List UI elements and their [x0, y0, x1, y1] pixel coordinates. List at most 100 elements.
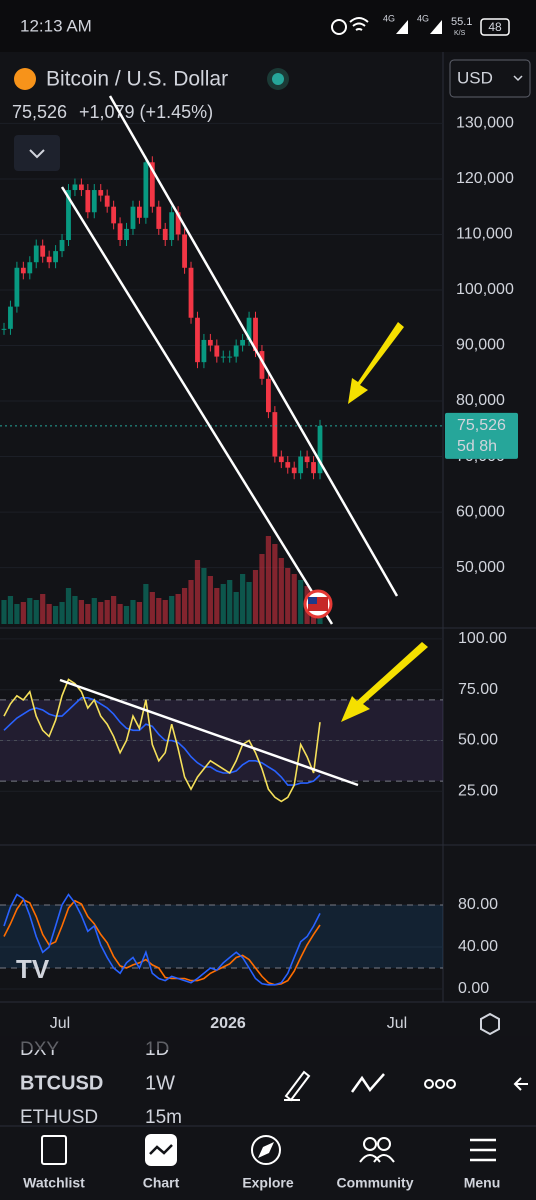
candle — [78, 184, 84, 191]
y-tick-label: 80.00 — [458, 896, 498, 913]
candle — [298, 456, 304, 474]
volume-bar — [291, 574, 297, 624]
trend-line — [59, 678, 359, 787]
nav-label[interactable]: Explore — [242, 1175, 294, 1191]
arrow — [341, 642, 428, 722]
chevron — [513, 75, 523, 82]
symbol[interactable]: BTCUSD — [20, 1072, 103, 1094]
volume-bar — [149, 592, 155, 624]
candle — [246, 317, 252, 340]
volume-bar — [220, 584, 226, 624]
interval[interactable]: 15m — [145, 1107, 182, 1128]
trend-line — [108, 95, 399, 597]
volume-bar — [298, 580, 304, 624]
settings-icon[interactable] — [480, 1012, 500, 1036]
nav-label[interactable]: Community — [337, 1175, 414, 1191]
y-tick-label: 100,000 — [456, 281, 514, 298]
volume-bar — [14, 604, 20, 624]
nav-label[interactable]: Chart — [143, 1175, 180, 1191]
candle — [240, 339, 246, 346]
volume-bar — [175, 594, 181, 624]
candle — [175, 212, 181, 235]
chevron — [29, 149, 45, 159]
candle — [27, 262, 33, 274]
nav-label[interactable]: Menu — [464, 1175, 501, 1191]
candle — [285, 462, 291, 468]
volume-bar — [78, 600, 84, 624]
volume-bar — [123, 606, 130, 624]
candle — [14, 267, 20, 307]
candle — [85, 190, 91, 213]
last-price: 75,526 — [12, 102, 67, 122]
explore-icon[interactable] — [251, 1135, 281, 1165]
volume-bar — [33, 600, 39, 624]
candle — [317, 425, 323, 474]
explore-needle — [258, 1142, 274, 1158]
candle — [124, 228, 129, 241]
draw-icon[interactable] — [284, 1070, 311, 1102]
symbol[interactable]: ETHUSD — [20, 1107, 98, 1128]
price-change: +1,079 (+1.45%) — [79, 102, 213, 122]
menu-icon[interactable] — [470, 1138, 496, 1162]
candle — [46, 256, 52, 263]
candle — [20, 267, 26, 274]
watchlist-icon[interactable] — [41, 1135, 67, 1165]
volume-bar — [265, 536, 272, 624]
volume-bar — [227, 580, 233, 624]
candle — [143, 162, 149, 218]
volume-bar — [117, 604, 123, 624]
candle — [207, 339, 213, 346]
volume-bar — [52, 606, 59, 624]
chart-icon-line — [149, 1144, 173, 1155]
volume-bar — [285, 568, 291, 624]
candle — [117, 223, 123, 241]
wifi-icon — [349, 17, 369, 31]
candle — [311, 462, 316, 474]
tv-logo: TV — [16, 954, 50, 984]
indicator-icon[interactable] — [350, 1073, 385, 1093]
currency-select[interactable] — [449, 59, 531, 98]
y-tick-label: 120,000 — [456, 170, 514, 187]
y-tick-label: 130,000 — [456, 115, 514, 132]
volume-bar — [40, 594, 46, 624]
time-label: Jul — [387, 1015, 407, 1032]
y-tick-label: 40.00 — [458, 938, 498, 955]
volume-bar — [201, 568, 207, 624]
volume-bar — [1, 600, 7, 624]
candle — [104, 195, 110, 207]
symbol-title[interactable]: Bitcoin / U.S. Dollar — [46, 68, 228, 91]
candle — [169, 212, 175, 241]
volume-bar — [130, 600, 136, 624]
candle — [291, 467, 297, 474]
currency[interactable]: USD — [457, 68, 493, 87]
clock: 12:13 AM — [20, 16, 92, 35]
community-icon[interactable] — [359, 1137, 395, 1163]
y-tick-label: 110,000 — [456, 226, 513, 243]
volume-bar — [136, 602, 143, 624]
undo-icon[interactable] — [513, 1077, 528, 1091]
last-price-label: 75,526 — [457, 417, 506, 434]
candle — [130, 206, 136, 229]
candle — [53, 251, 58, 263]
candle — [227, 356, 233, 358]
interval[interactable]: 1W — [145, 1072, 175, 1094]
y-tick-label: 25.00 — [458, 782, 498, 799]
candle — [220, 356, 226, 358]
candle — [278, 456, 284, 463]
y-tick-label: 80,000 — [456, 392, 505, 409]
network-label: 4G — [383, 13, 395, 23]
more-icon[interactable] — [424, 1079, 456, 1089]
trend-line — [60, 186, 334, 625]
net-speed-unit: K/S — [454, 30, 466, 37]
volume-bar — [259, 554, 265, 624]
volume-bar — [72, 596, 78, 624]
y-tick-label: 0.00 — [458, 980, 489, 997]
volume-bar — [252, 570, 259, 624]
volume-bar — [91, 598, 97, 624]
candle — [149, 162, 155, 207]
volume-bar — [181, 588, 188, 624]
nav-label[interactable]: Watchlist — [23, 1175, 85, 1191]
y-tick-label: 75.00 — [458, 681, 498, 698]
collapse-button[interactable] — [14, 135, 60, 171]
fade — [0, 1036, 536, 1050]
